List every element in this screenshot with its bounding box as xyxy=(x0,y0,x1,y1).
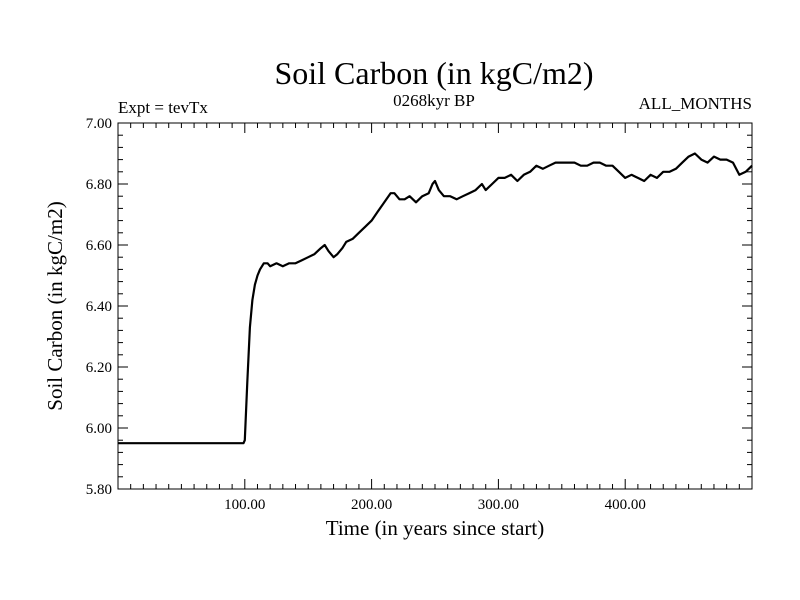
y-tick-label: 6.20 xyxy=(86,360,112,376)
y-tick-label: 6.60 xyxy=(86,238,112,254)
y-tick-label: 6.80 xyxy=(86,177,112,193)
plot-area xyxy=(118,152,753,445)
x-tick-label: 200.00 xyxy=(351,497,392,513)
period-label: 0268kyr BP xyxy=(393,91,475,110)
y-tick-label: 7.00 xyxy=(86,116,112,132)
y-tick-label: 6.40 xyxy=(86,299,112,315)
x-tick-label: 100.00 xyxy=(224,497,265,513)
y-axis-label: Soil Carbon (in kgC/m2) xyxy=(43,201,67,410)
chart-title: Soil Carbon (in kgC/m2) xyxy=(274,55,593,91)
y-tick-label: 5.80 xyxy=(86,482,112,498)
x-axis-label: Time (in years since start) xyxy=(326,516,545,540)
axis-ticks xyxy=(118,122,752,490)
experiment-label: Expt = tevTx xyxy=(118,98,208,117)
x-tick-label: 400.00 xyxy=(605,497,646,513)
y-tick-label: 6.00 xyxy=(86,421,112,437)
months-label: ALL_MONTHS xyxy=(639,94,752,113)
tick-labels: 100.00 200.00 300.00 400.00 5.80 6.00 6.20 6.40… xyxy=(86,116,646,513)
plot-frame xyxy=(117,122,753,490)
x-tick-label: 300.00 xyxy=(478,497,519,513)
series-line-0 xyxy=(118,152,753,445)
